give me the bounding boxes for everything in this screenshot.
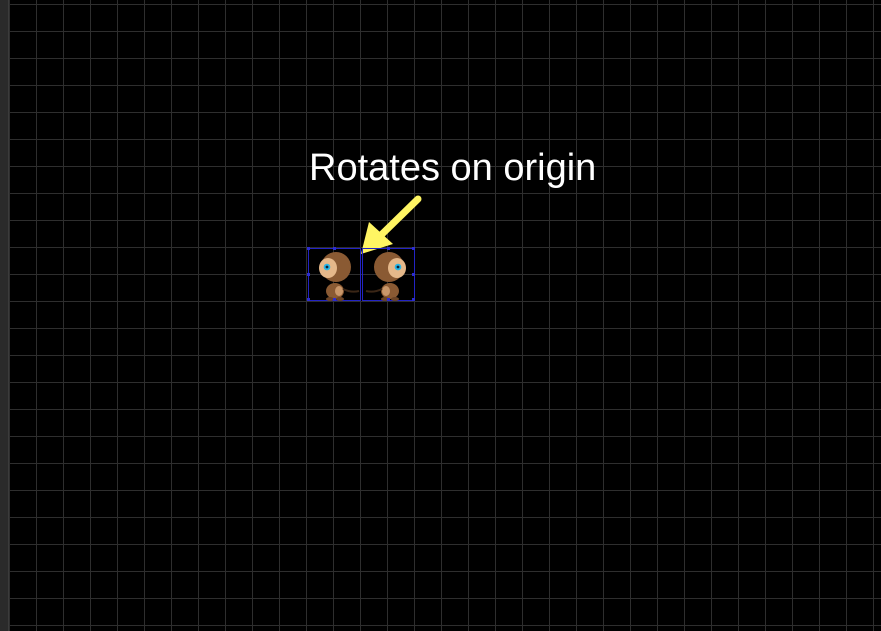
selection-handle[interactable] [333, 298, 336, 301]
selection-handle[interactable] [387, 298, 390, 301]
selection-handle[interactable] [307, 273, 310, 276]
scene-viewport[interactable] [9, 0, 881, 631]
selection-handle[interactable] [387, 247, 390, 250]
selection-handle[interactable] [412, 298, 415, 301]
panel-edge[interactable] [0, 0, 9, 631]
character-sprite-mirrored-icon [363, 249, 416, 302]
sprite-bounding-box-left[interactable] [308, 248, 361, 301]
selection-handle[interactable] [307, 247, 310, 250]
selection-handle[interactable] [412, 273, 415, 276]
sprite-bounding-box-right[interactable] [362, 248, 415, 301]
selection-handle[interactable] [307, 298, 310, 301]
selection-handle[interactable] [412, 247, 415, 250]
selection-handle[interactable] [333, 247, 336, 250]
annotation-label: Rotates on origin [309, 146, 596, 190]
character-sprite-icon [309, 249, 362, 302]
